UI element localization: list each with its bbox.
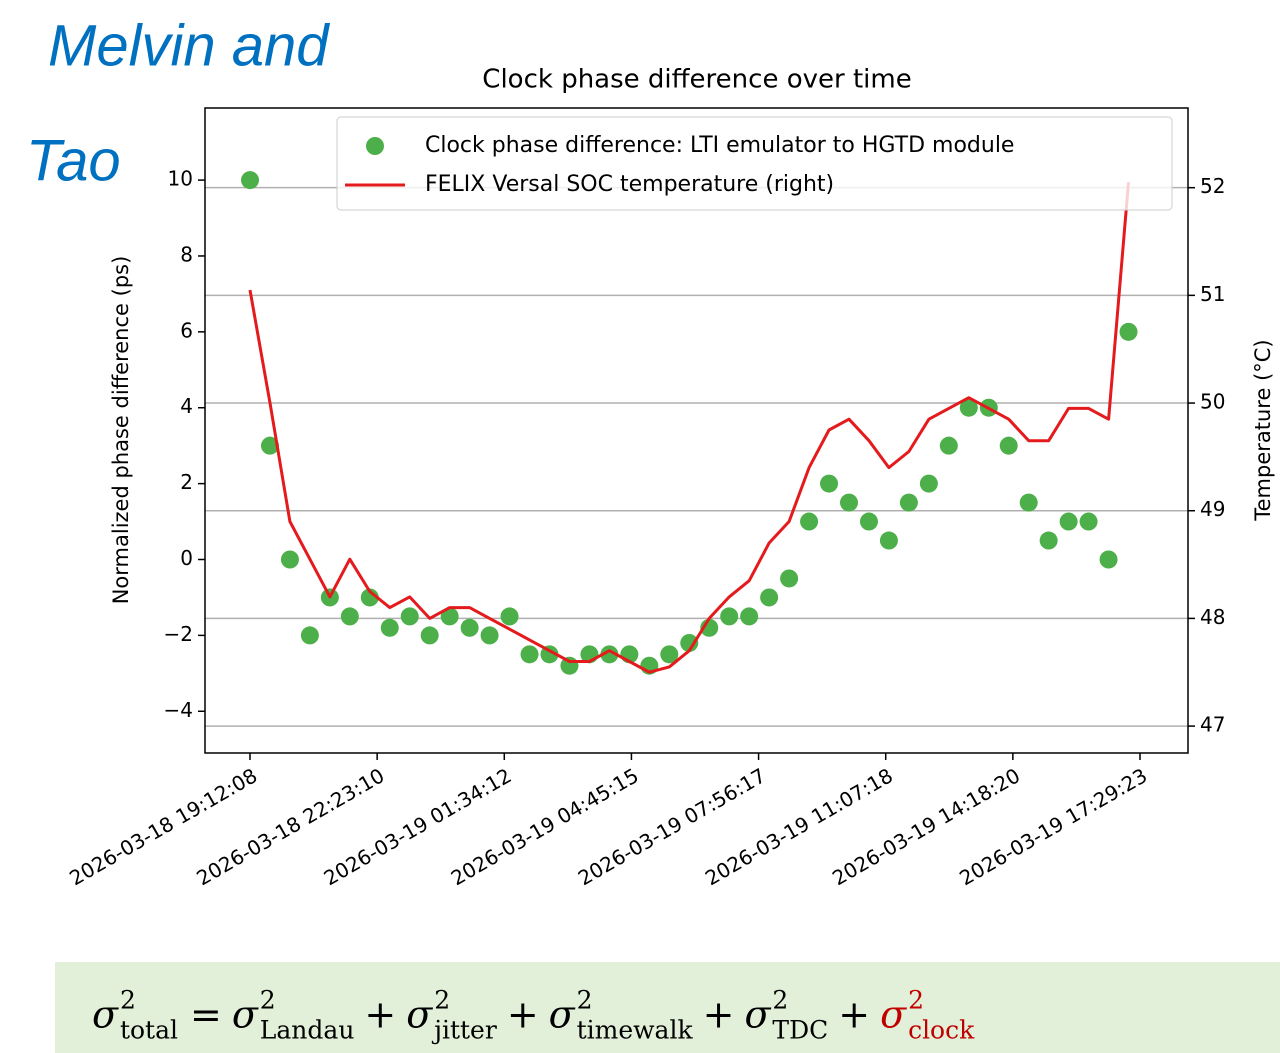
- formula-sub: clock: [908, 1016, 975, 1045]
- data-point: [1099, 550, 1118, 569]
- legend-label: FELIX Versal SOC temperature (right): [425, 172, 834, 197]
- formula-sup: 2: [120, 986, 136, 1015]
- heading-line: Melvin and: [48, 13, 330, 78]
- data-point: [680, 633, 699, 652]
- data-point: [460, 618, 479, 637]
- y2-tick-label: 49: [1200, 497, 1225, 521]
- formula-sub: jitter: [431, 1016, 497, 1045]
- data-point: [260, 436, 279, 455]
- formula-sup: 2: [772, 986, 788, 1015]
- y-axis-label: Normalized phase difference (ps): [109, 256, 133, 605]
- data-point: [300, 626, 319, 645]
- data-point: [740, 607, 759, 626]
- data-point: [241, 171, 260, 190]
- y-tick-label: 8: [180, 242, 193, 266]
- data-point: [959, 398, 978, 417]
- data-point: [800, 512, 819, 531]
- data-point: [919, 474, 938, 493]
- data-point: [939, 436, 958, 455]
- formula-sub: Landau: [260, 1016, 355, 1045]
- formula-operator: +: [507, 993, 539, 1037]
- y-tick-label: −4: [164, 698, 193, 722]
- data-point: [600, 645, 619, 664]
- formula-symbol: σ: [92, 993, 119, 1037]
- heading-line: Tao: [26, 128, 121, 193]
- formula-operator: =: [190, 993, 222, 1037]
- plot-frame: [204, 107, 1189, 754]
- formula-operator: +: [838, 993, 870, 1037]
- y-tick-label: 10: [168, 167, 193, 191]
- data-point: [1019, 493, 1038, 512]
- legend-box: [336, 116, 1173, 211]
- y2-tick-label: 52: [1200, 174, 1225, 198]
- y2-axis-label: Temperature (°C): [1251, 339, 1275, 521]
- formula-sub: total: [120, 1016, 178, 1045]
- data-point: [899, 493, 918, 512]
- data-point: [760, 588, 779, 607]
- y-tick-label: 2: [180, 470, 193, 494]
- formula-symbol: σ: [744, 993, 771, 1037]
- data-point: [999, 436, 1018, 455]
- y-tick-label: 6: [180, 318, 193, 342]
- formula-sub: TDC: [772, 1016, 828, 1045]
- formula-operator: +: [703, 993, 735, 1037]
- formula-sub: timewalk: [577, 1016, 694, 1045]
- data-point: [780, 569, 799, 588]
- y2-tick-label: 47: [1200, 713, 1225, 737]
- formula-symbol: σ: [880, 993, 907, 1037]
- temperature-line: [248, 182, 1130, 674]
- data-point: [820, 474, 839, 493]
- data-point: [440, 607, 459, 626]
- formula-operator: +: [364, 993, 396, 1037]
- data-point: [720, 607, 739, 626]
- data-point: [1039, 531, 1058, 550]
- data-point: [340, 607, 359, 626]
- formula-symbol: σ: [549, 993, 576, 1037]
- y-tick-label: 4: [180, 394, 193, 418]
- formula-sup: 2: [908, 986, 924, 1015]
- data-point: [500, 607, 519, 626]
- data-point: [1059, 512, 1078, 531]
- data-point: [420, 626, 439, 645]
- y2-tick-label: 48: [1200, 605, 1225, 629]
- legend: Clock phase difference: LTI emulator to …: [336, 116, 1173, 211]
- formula-symbol: σ: [232, 993, 259, 1037]
- formula-sup: 2: [577, 986, 593, 1015]
- y-tick-label: 0: [180, 546, 193, 570]
- y-tick-label: −2: [164, 622, 193, 646]
- data-point: [859, 512, 878, 531]
- legend-label: Clock phase difference: LTI emulator to …: [425, 133, 1014, 158]
- y2-tick-label: 51: [1200, 282, 1225, 306]
- data-point: [1119, 322, 1138, 341]
- data-point: [660, 645, 679, 664]
- data-point: [380, 618, 399, 637]
- chart-title: Clock phase difference over time: [482, 65, 911, 95]
- formula-sup: 2: [434, 986, 450, 1015]
- data-point: [839, 493, 858, 512]
- data-point: [360, 588, 379, 607]
- data-point: [1079, 512, 1098, 531]
- formula-symbol: σ: [406, 993, 433, 1037]
- formula-box: [55, 962, 1280, 1053]
- data-point: [520, 645, 539, 664]
- data-point: [480, 626, 499, 645]
- y2-tick-label: 50: [1200, 390, 1225, 414]
- formula-sup: 2: [260, 986, 276, 1015]
- data-point: [280, 550, 299, 569]
- data-point: [879, 531, 898, 550]
- data-point: [400, 607, 419, 626]
- legend-swatch: [366, 137, 384, 155]
